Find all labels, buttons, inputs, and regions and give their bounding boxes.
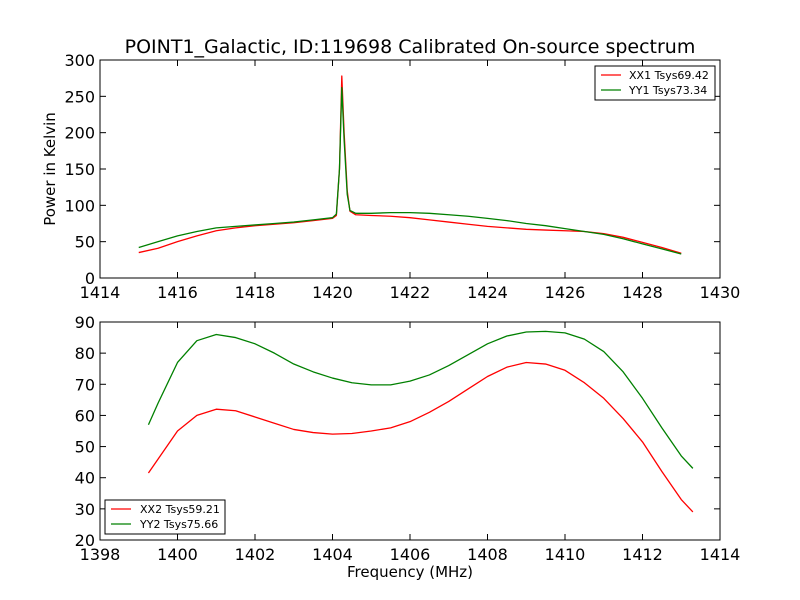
bottom-y-tick-label: 30 bbox=[75, 500, 95, 519]
bottom-x-tick-label: 1400 bbox=[157, 545, 198, 564]
top-series-line-xx bbox=[138, 75, 682, 254]
top-y-tick-label: 250 bbox=[64, 87, 95, 106]
top-y-tick-label: 300 bbox=[64, 51, 95, 70]
top-x-tick-label: 1424 bbox=[467, 283, 508, 302]
top-x-tick-label: 1414 bbox=[80, 283, 121, 302]
bottom-y-tick-label: 80 bbox=[75, 344, 95, 363]
bottom-legend-box bbox=[104, 499, 226, 535]
bottom-x-tick-label: 1398 bbox=[80, 545, 121, 564]
bottom-legend: XX2 Tsys59.21 YY2 Tsys75.66 bbox=[104, 499, 226, 535]
top-series-line-yy bbox=[138, 86, 682, 255]
bottom-x-tick-label: 1410 bbox=[545, 545, 586, 564]
top-x-tick-label: 1420 bbox=[312, 283, 353, 302]
bottom-x-tick-label: 1414 bbox=[700, 545, 741, 564]
top-y-tick-label: 50 bbox=[75, 233, 95, 252]
bottom-y-tick-label: 70 bbox=[75, 375, 95, 394]
top-y-tick-label: 100 bbox=[64, 196, 95, 215]
top-x-tick-label: 1426 bbox=[545, 283, 586, 302]
bottom-y-tick-label: 50 bbox=[75, 438, 95, 457]
bottom-x-tick-label: 1404 bbox=[312, 545, 353, 564]
top-x-tick-label: 1428 bbox=[622, 283, 663, 302]
chart-title: POINT1_Galactic, ID:119698 Calibrated On… bbox=[125, 36, 696, 58]
top-legend-label-xx1: XX1 Tsys69.42 bbox=[629, 69, 709, 82]
bottom-y-tick-label: 20 bbox=[75, 531, 95, 550]
top-legend-label-yy1: YY1 Tsys73.34 bbox=[628, 84, 707, 97]
top-spectrum-panel: 1414 1416 1418 1420 1422 1424 1426 1428 1430 0 50 1… bbox=[41, 51, 740, 302]
top-y-tick-label: 200 bbox=[64, 124, 95, 143]
top-legend: XX1 Tsys69.42 YY1 Tsys73.34 bbox=[594, 65, 716, 101]
bottom-legend-label-xx2: XX2 Tsys59.21 bbox=[140, 503, 220, 516]
bottom-x-tick-label: 1406 bbox=[390, 545, 431, 564]
bottom-x-tick-label: 1412 bbox=[622, 545, 663, 564]
top-x-tick-label: 1422 bbox=[390, 283, 431, 302]
bottom-spectrum-panel: 1398 1400 1402 1404 1406 1408 1410 1412 1414 20 30… bbox=[75, 313, 741, 581]
top-legend-box bbox=[594, 65, 716, 101]
bottom-x-tick-label: 1402 bbox=[235, 545, 276, 564]
top-y-axis-label: Power in Kelvin bbox=[41, 112, 59, 226]
top-x-tick-label: 1430 bbox=[700, 283, 741, 302]
top-y-tick-label: 0 bbox=[85, 269, 95, 288]
bottom-y-tick-label: 60 bbox=[75, 406, 95, 425]
bottom-y-tick-label: 40 bbox=[75, 469, 95, 488]
bottom-x-tick-label: 1408 bbox=[467, 545, 508, 564]
bottom-series-line-xx bbox=[147, 361, 694, 513]
bottom-x-axis-label: Frequency (MHz) bbox=[347, 563, 473, 581]
top-x-tick-label: 1416 bbox=[157, 283, 198, 302]
bottom-legend-label-yy2: YY2 Tsys75.66 bbox=[139, 518, 218, 531]
bottom-y-tick-label: 90 bbox=[75, 313, 95, 332]
bottom-series-line-yy bbox=[147, 330, 694, 469]
top-x-tick-label: 1418 bbox=[235, 283, 276, 302]
top-y-tick-label: 150 bbox=[64, 160, 95, 179]
